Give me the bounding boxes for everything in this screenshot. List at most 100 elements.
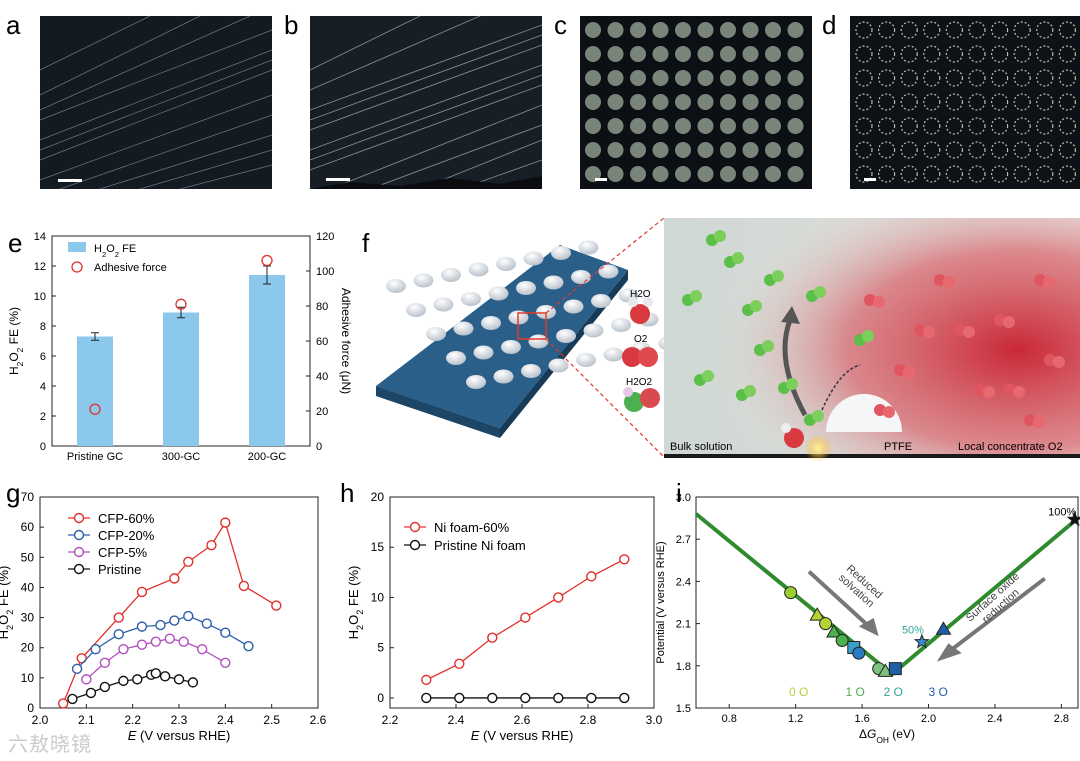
dome — [591, 294, 611, 308]
panel-label-f: f — [362, 228, 370, 258]
pillar-ring — [877, 141, 896, 159]
data-point — [935, 621, 952, 635]
oxygen-count-label: 0 O — [789, 685, 808, 699]
data-point — [835, 633, 849, 647]
legend-h2o2: H2O2 — [626, 377, 653, 388]
x-tick-label: 2.6 — [514, 713, 531, 727]
pillar-ring — [900, 93, 918, 111]
data-point — [183, 610, 194, 622]
dome — [433, 297, 454, 312]
pillar-dot — [720, 166, 736, 182]
oxygen-molecule-icon — [874, 404, 886, 416]
dome — [516, 281, 536, 295]
dome — [473, 345, 494, 360]
pillar-ring — [855, 45, 873, 63]
data-point — [118, 675, 129, 687]
pillar-dot — [697, 70, 714, 86]
data-point — [784, 586, 798, 600]
y-tick-label: 0 — [27, 701, 34, 715]
panel-label-i: i — [676, 478, 682, 508]
y-tick-label: 1.8 — [676, 661, 691, 673]
y2-axis-label: Adhesive force (μN) — [339, 288, 353, 394]
data-point — [155, 619, 166, 631]
watermark: 六敖晓镜 — [8, 732, 92, 756]
data-point — [136, 621, 148, 632]
chart-e: 0 2 4 6 8 10 12 14 0 20 40 60 80 100 120 Pristine GC 300… — [7, 231, 353, 463]
pillar-dot — [652, 70, 669, 86]
dome — [556, 329, 576, 343]
x-tick-label: 2.2 — [124, 713, 141, 727]
data-point — [619, 554, 630, 565]
adhesive-point — [89, 403, 101, 415]
y-tick-label: 20 — [371, 490, 385, 504]
pillar-dot — [742, 118, 759, 134]
pillar-ring — [1036, 117, 1054, 135]
y2-tick-label: 60 — [316, 336, 328, 348]
legend-marker — [73, 546, 85, 558]
data-point — [888, 662, 902, 676]
panel-label-h: h — [340, 478, 354, 508]
reduced-solvation-arrow — [807, 570, 874, 631]
pillar-dot — [607, 94, 624, 110]
pillar-ring — [1036, 165, 1054, 183]
pillar-ring — [945, 165, 964, 183]
pillar-ring — [945, 21, 964, 39]
data-point — [819, 617, 833, 631]
oxygen-molecule-icon — [974, 384, 986, 396]
pillar-dot — [675, 166, 691, 182]
peroxide-molecule-icon — [750, 300, 762, 312]
dome — [521, 364, 541, 378]
pillar-ring — [900, 21, 918, 39]
pillar-dot — [787, 46, 804, 62]
pillar-ring — [877, 165, 896, 183]
x-tick-label: 1.6 — [854, 713, 869, 725]
oxygen-molecule-icon — [894, 364, 906, 376]
peroxide-molecule-icon — [744, 385, 756, 397]
data-point — [487, 632, 498, 643]
pillar-dot — [720, 46, 736, 62]
bar — [77, 336, 113, 446]
adhesive-point — [175, 298, 187, 310]
dome — [466, 375, 486, 389]
data-point — [520, 692, 531, 704]
y-tick-label: 50 — [21, 550, 35, 564]
pillar-dot — [787, 118, 804, 134]
pillar-ring — [968, 141, 986, 159]
pillar-dot — [630, 118, 646, 134]
pillar-ring — [1058, 45, 1077, 63]
dome — [481, 316, 501, 330]
legend-h2o: H2O — [630, 289, 651, 300]
data-point — [619, 692, 630, 704]
peroxide-molecule-icon — [812, 410, 824, 422]
oxygen-molecule-icon — [1043, 276, 1055, 288]
pillar-dot — [585, 70, 601, 86]
legend-label: Ni foam-60% — [434, 520, 510, 535]
pillar-dot — [720, 70, 736, 86]
oxygen-molecule-icon — [1044, 354, 1056, 366]
pillar-ring — [1013, 165, 1031, 183]
pillar-ring — [968, 45, 986, 63]
y-tick-label: 10 — [21, 671, 35, 685]
y2-tick-label: 120 — [316, 231, 334, 243]
y-tick-label: 10 — [34, 291, 46, 303]
data-point — [81, 674, 92, 685]
peroxide-molecule-icon — [690, 290, 702, 302]
y-tick-label: 0 — [40, 441, 46, 453]
data-point — [220, 657, 231, 668]
data-point — [586, 571, 597, 582]
pillar-ring — [1058, 93, 1077, 111]
dome — [576, 353, 596, 367]
pillar-dot — [607, 46, 624, 62]
oxygen-molecule-icon — [954, 324, 966, 336]
pillar-ring — [968, 69, 986, 87]
plot-frame — [695, 496, 1079, 709]
pillar-ring — [968, 165, 986, 183]
data-point — [85, 687, 97, 699]
x-tick-label: 2.1 — [78, 713, 95, 727]
legend-marker — [73, 512, 85, 524]
y-tick-label: 3.0 — [676, 492, 691, 504]
x-tick-label: 2.6 — [310, 713, 327, 727]
y-tick-label: 0 — [377, 691, 384, 705]
pillar-ring — [1013, 93, 1031, 111]
series-line — [72, 672, 194, 700]
